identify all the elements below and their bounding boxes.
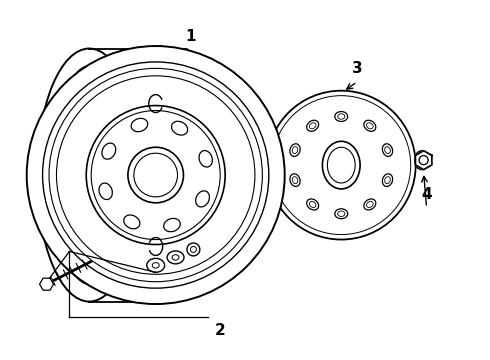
Ellipse shape bbox=[292, 147, 298, 154]
Ellipse shape bbox=[338, 211, 345, 216]
Circle shape bbox=[272, 96, 411, 235]
Ellipse shape bbox=[322, 141, 360, 189]
Ellipse shape bbox=[131, 118, 147, 132]
Ellipse shape bbox=[382, 144, 392, 156]
Ellipse shape bbox=[382, 174, 392, 186]
Ellipse shape bbox=[69, 85, 110, 265]
Ellipse shape bbox=[56, 76, 255, 274]
Ellipse shape bbox=[191, 247, 196, 252]
Ellipse shape bbox=[309, 123, 316, 129]
Ellipse shape bbox=[91, 111, 220, 239]
Polygon shape bbox=[40, 278, 53, 290]
Ellipse shape bbox=[367, 123, 373, 129]
Text: 2: 2 bbox=[215, 323, 225, 338]
Ellipse shape bbox=[167, 251, 184, 264]
Ellipse shape bbox=[172, 255, 179, 260]
Ellipse shape bbox=[307, 120, 318, 131]
Polygon shape bbox=[416, 151, 432, 170]
Text: 3: 3 bbox=[352, 61, 363, 76]
Ellipse shape bbox=[37, 49, 141, 302]
Ellipse shape bbox=[367, 201, 373, 207]
Circle shape bbox=[267, 91, 416, 239]
Ellipse shape bbox=[86, 105, 225, 244]
Ellipse shape bbox=[292, 177, 298, 184]
Ellipse shape bbox=[385, 177, 391, 184]
Circle shape bbox=[419, 156, 428, 165]
Ellipse shape bbox=[172, 121, 188, 135]
Ellipse shape bbox=[102, 143, 116, 159]
Polygon shape bbox=[416, 151, 432, 170]
Ellipse shape bbox=[99, 183, 112, 199]
Ellipse shape bbox=[415, 151, 429, 170]
Ellipse shape bbox=[290, 144, 300, 156]
Text: 4: 4 bbox=[421, 188, 432, 202]
Ellipse shape bbox=[327, 147, 355, 183]
Ellipse shape bbox=[385, 147, 391, 154]
Ellipse shape bbox=[335, 112, 348, 121]
Ellipse shape bbox=[309, 201, 316, 207]
Ellipse shape bbox=[335, 209, 348, 219]
Ellipse shape bbox=[147, 258, 165, 272]
Ellipse shape bbox=[364, 199, 376, 210]
Ellipse shape bbox=[124, 215, 140, 229]
Ellipse shape bbox=[290, 174, 300, 186]
Ellipse shape bbox=[196, 191, 209, 207]
Ellipse shape bbox=[53, 66, 125, 284]
Circle shape bbox=[419, 156, 428, 165]
Ellipse shape bbox=[134, 153, 177, 197]
Ellipse shape bbox=[43, 62, 269, 288]
Ellipse shape bbox=[49, 68, 262, 282]
Ellipse shape bbox=[338, 114, 345, 119]
Ellipse shape bbox=[164, 219, 180, 232]
Ellipse shape bbox=[152, 262, 159, 268]
Ellipse shape bbox=[199, 150, 212, 167]
Ellipse shape bbox=[364, 120, 376, 131]
Ellipse shape bbox=[26, 46, 285, 304]
Ellipse shape bbox=[187, 243, 200, 256]
Text: 1: 1 bbox=[185, 28, 196, 44]
Ellipse shape bbox=[307, 199, 318, 210]
Ellipse shape bbox=[62, 76, 117, 274]
Ellipse shape bbox=[128, 147, 183, 203]
